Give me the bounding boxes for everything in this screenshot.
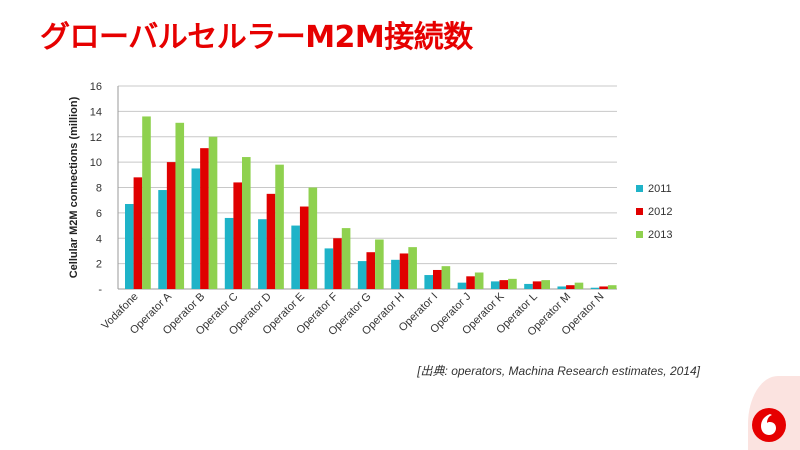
bar-2013 [607,285,617,289]
y-tick-label: 2 [96,259,102,271]
bar-2013 [474,272,484,289]
bar-2011 [158,190,167,289]
bar-2012 [333,238,342,289]
bar-2012 [399,253,409,289]
legend-swatch-2012 [636,208,643,215]
bar-2012 [499,280,509,289]
bar-2011 [424,275,433,289]
bar-2013 [441,266,451,289]
bar-2013 [242,157,251,289]
bar-2011 [258,219,267,289]
bar-2011 [524,283,533,289]
bar-2013 [574,282,584,289]
legend-label-2012: 2012 [648,206,672,218]
y-tick-label: 10 [90,157,102,169]
bar-2012 [433,269,442,289]
bar-layer [125,116,617,289]
y-tick-label: 16 [90,81,102,93]
bar-2012 [233,182,242,289]
source-note: [出典: operators, Machina Research estimat… [417,364,700,378]
bar-2013 [541,280,550,289]
bar-2013 [142,116,151,289]
y-tick-label: 4 [96,233,102,245]
y-tick-label: 12 [90,132,102,144]
bar-2013 [275,164,284,289]
bar-2012 [266,193,276,289]
slide-title: グローバルセルラーM2M接続数 [40,20,473,55]
bar-2012 [532,281,542,289]
speech-mark-icon [761,414,776,435]
legend-swatch-2011 [636,185,643,192]
bar-2013 [508,278,517,289]
bar-2012 [166,162,176,289]
bar-2012 [566,285,575,289]
bar-2011 [490,281,500,289]
bar-2011 [125,203,134,289]
bar-2013 [308,187,318,289]
legend-label-2011: 2011 [648,183,672,195]
bar-2012 [133,177,143,289]
bar-2012 [366,252,376,289]
y-tick-label: - [98,284,102,296]
vodafone-logo-icon [752,408,786,442]
bar-2013 [175,122,185,289]
legend-swatch-2013 [636,231,643,238]
bar-2011 [457,282,467,289]
bar-2012 [299,206,309,289]
bar-2013 [208,136,218,289]
y-tick-label: 8 [96,183,102,195]
y-tick-label: 6 [96,208,102,220]
bar-2013 [375,239,384,289]
bar-2011 [357,261,367,289]
bar-2011 [291,225,300,289]
y-tick-label: 14 [90,106,102,118]
bar-2011 [324,248,334,289]
bar-2011 [590,287,600,289]
bar-2013 [341,228,351,289]
bar-2013 [408,247,417,289]
bar-2012 [200,148,209,289]
legend-label-2013: 2013 [648,229,672,241]
bar-2011 [224,217,234,289]
bar-2011 [191,168,201,289]
bar-2011 [557,286,567,289]
bar-2012 [466,276,475,289]
legend: 2011 2012 2013 [636,183,672,241]
y-axis-title: Cellular M2M connections (million) [68,96,80,278]
bar-2011 [391,259,400,289]
bar-2012 [599,286,608,289]
